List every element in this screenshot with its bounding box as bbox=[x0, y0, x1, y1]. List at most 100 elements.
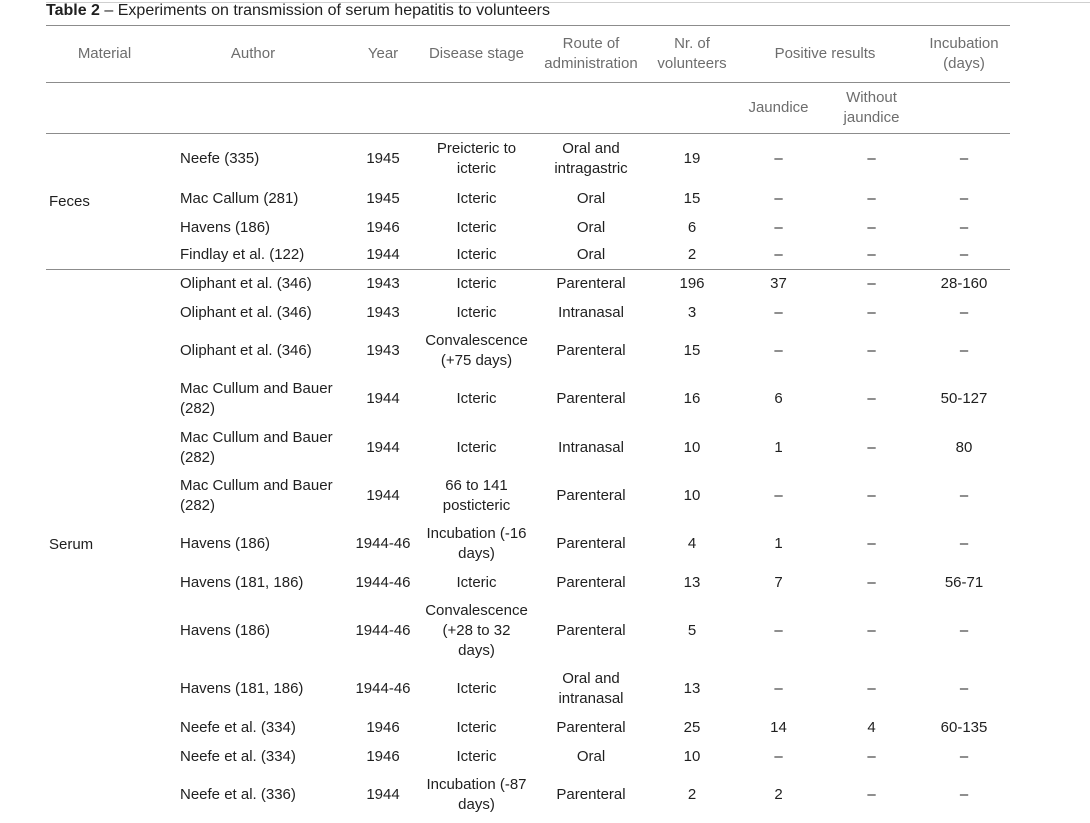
year-cell: 1944 bbox=[366, 390, 400, 407]
year-cell: 1944 bbox=[366, 486, 400, 504]
table-caption: Table 2 – Experiments on transmission of… bbox=[46, 1, 550, 21]
author-cell: Mac Cullum and Bauer (282) bbox=[180, 476, 333, 514]
volunteers-cell: 19 bbox=[683, 149, 701, 167]
without-jaundice-cell: – bbox=[867, 438, 876, 456]
header-jaundice: Jaundice bbox=[732, 82, 825, 134]
year-cell: 1943 bbox=[366, 342, 400, 359]
disease-stage-cell: Icteric bbox=[456, 680, 497, 697]
table-row: Havens (181, 186) 1944-46 Icteric Oral and … bbox=[46, 665, 1010, 714]
incubation-cell: – bbox=[959, 786, 969, 803]
author-cell: Mac Cullum and Bauer (282) bbox=[180, 380, 333, 417]
route-cell: Oral and intranasal bbox=[558, 670, 624, 707]
incubation-cell: 28-160 bbox=[918, 269, 1010, 298]
header-year: Year bbox=[343, 25, 423, 83]
disease-stage-cell: Incubation (-16 days) bbox=[426, 524, 527, 562]
disease-stage-cell: Icteric bbox=[456, 719, 497, 736]
year-cell: 1944-46 bbox=[355, 622, 411, 639]
author-cell: Havens (186) bbox=[180, 534, 271, 552]
table-row: Findlay et al. (122) 1944 Icteric Oral 2 – – – bbox=[46, 242, 1010, 270]
without-jaundice-cell: – bbox=[867, 342, 876, 359]
incubation-cell: – bbox=[959, 534, 969, 552]
disease-stage-cell: Icteric bbox=[456, 438, 497, 456]
jaundice-cell: 1 bbox=[774, 534, 783, 552]
disease-stage-cell: Icteric bbox=[456, 218, 497, 236]
without-jaundice-cell: – bbox=[867, 218, 876, 236]
volunteers-cell: 2 bbox=[687, 246, 697, 264]
table-row: Mac Callum (281) 1945 Icteric Oral 15 – – – bbox=[46, 184, 1010, 214]
disease-stage-cell: Convalescence (+75 days) bbox=[425, 332, 528, 369]
disease-stage-cell: Icteric bbox=[456, 573, 497, 591]
volunteers-cell: 196 bbox=[652, 269, 732, 298]
route-cell: Parenteral bbox=[556, 390, 626, 407]
year-cell: 1943 bbox=[343, 269, 423, 298]
jaundice-cell: 37 bbox=[732, 269, 825, 298]
volunteers-cell: 5 bbox=[687, 622, 697, 639]
year-cell: 1946 bbox=[366, 747, 400, 765]
incubation-cell: 80 bbox=[955, 438, 973, 456]
year-cell: 1944 bbox=[366, 438, 400, 456]
disease-stage-cell: Icteric bbox=[456, 303, 497, 321]
header-route: Route of administration bbox=[530, 25, 652, 83]
jaundice-cell: – bbox=[774, 342, 783, 359]
incubation-cell: – bbox=[959, 189, 969, 207]
incubation-cell: – bbox=[959, 303, 969, 321]
volunteers-cell: 15 bbox=[683, 342, 701, 359]
incubation-cell: 60-135 bbox=[940, 719, 988, 736]
author-cell: Mac Cullum and Bauer (282) bbox=[180, 428, 333, 466]
header-incubation: Incubation (days) bbox=[918, 25, 1010, 83]
jaundice-cell: 14 bbox=[770, 719, 787, 736]
jaundice-cell: – bbox=[774, 622, 783, 639]
disease-stage-cell: 66 to 141 posticteric bbox=[442, 476, 511, 514]
route-cell: Parenteral bbox=[556, 534, 626, 552]
without-jaundice-cell: – bbox=[867, 680, 876, 697]
table-row: Oliphant et al. (346) 1943 Convalescence (… bbox=[46, 328, 1010, 375]
table-row: Feces Neefe (335) 1945 Preicteric to icteri… bbox=[46, 134, 1010, 210]
without-jaundice-cell: 4 bbox=[867, 719, 876, 736]
route-cell: Parenteral bbox=[556, 786, 626, 803]
route-cell: Oral bbox=[576, 189, 606, 207]
caption-text: – Experiments on transmission of serum h… bbox=[99, 2, 550, 19]
year-cell: 1944-46 bbox=[355, 573, 411, 591]
incubation-cell: – bbox=[959, 342, 969, 359]
route-cell: Oral and intragastric bbox=[554, 139, 628, 177]
volunteers-cell: 3 bbox=[687, 303, 697, 321]
header-material: Material bbox=[46, 25, 163, 83]
volunteers-cell: 15 bbox=[683, 189, 701, 207]
volunteers-cell: 10 bbox=[683, 438, 701, 456]
table-row: Mac Cullum and Bauer (282) 1944 66 to 141 … bbox=[46, 472, 1010, 520]
jaundice-cell: – bbox=[774, 246, 783, 264]
volunteers-cell: 25 bbox=[683, 719, 701, 736]
jaundice-cell: 2 bbox=[774, 786, 783, 803]
incubation-cell: 56-71 bbox=[944, 573, 984, 591]
disease-stage-cell: Convalescence (+28 to 32 days) bbox=[425, 602, 528, 659]
year-cell: 1944-46 bbox=[355, 534, 411, 552]
year-cell: 1945 bbox=[366, 149, 400, 167]
jaundice-cell: – bbox=[774, 218, 783, 236]
year-cell: 1944 bbox=[366, 786, 400, 803]
without-jaundice-cell: – bbox=[867, 303, 876, 321]
without-jaundice-cell: – bbox=[867, 786, 876, 803]
jaundice-cell: – bbox=[774, 189, 783, 207]
without-jaundice-cell: – bbox=[867, 747, 876, 765]
disease-stage-cell: Icteric bbox=[456, 246, 497, 264]
author-cell: Findlay et al. (122) bbox=[180, 246, 305, 264]
author-cell: Havens (186) bbox=[180, 218, 271, 236]
without-jaundice-cell: – bbox=[867, 573, 876, 591]
table-label: Table 2 bbox=[46, 2, 100, 19]
route-cell: Parenteral bbox=[556, 573, 626, 591]
volunteers-cell: 4 bbox=[687, 534, 697, 552]
year-cell: 1946 bbox=[366, 719, 400, 736]
without-jaundice-cell: – bbox=[867, 189, 876, 207]
top-rule bbox=[46, 2, 1090, 3]
author-cell: Oliphant et al. (346) bbox=[180, 342, 312, 359]
without-jaundice-cell: – bbox=[825, 269, 918, 298]
table-row: Havens (186) 1944-46 Incubation (-16 days)… bbox=[46, 520, 1010, 568]
incubation-cell: – bbox=[959, 218, 969, 236]
incubation-cell: – bbox=[959, 149, 969, 167]
jaundice-cell: – bbox=[774, 149, 783, 167]
without-jaundice-cell: – bbox=[867, 486, 876, 504]
table-row: Neefe et al. (334) 1946 Icteric Oral 10 – – – bbox=[46, 743, 1010, 771]
jaundice-cell: – bbox=[774, 680, 783, 697]
without-jaundice-cell: – bbox=[867, 534, 876, 552]
disease-stage-cell: Icteric bbox=[456, 747, 497, 765]
